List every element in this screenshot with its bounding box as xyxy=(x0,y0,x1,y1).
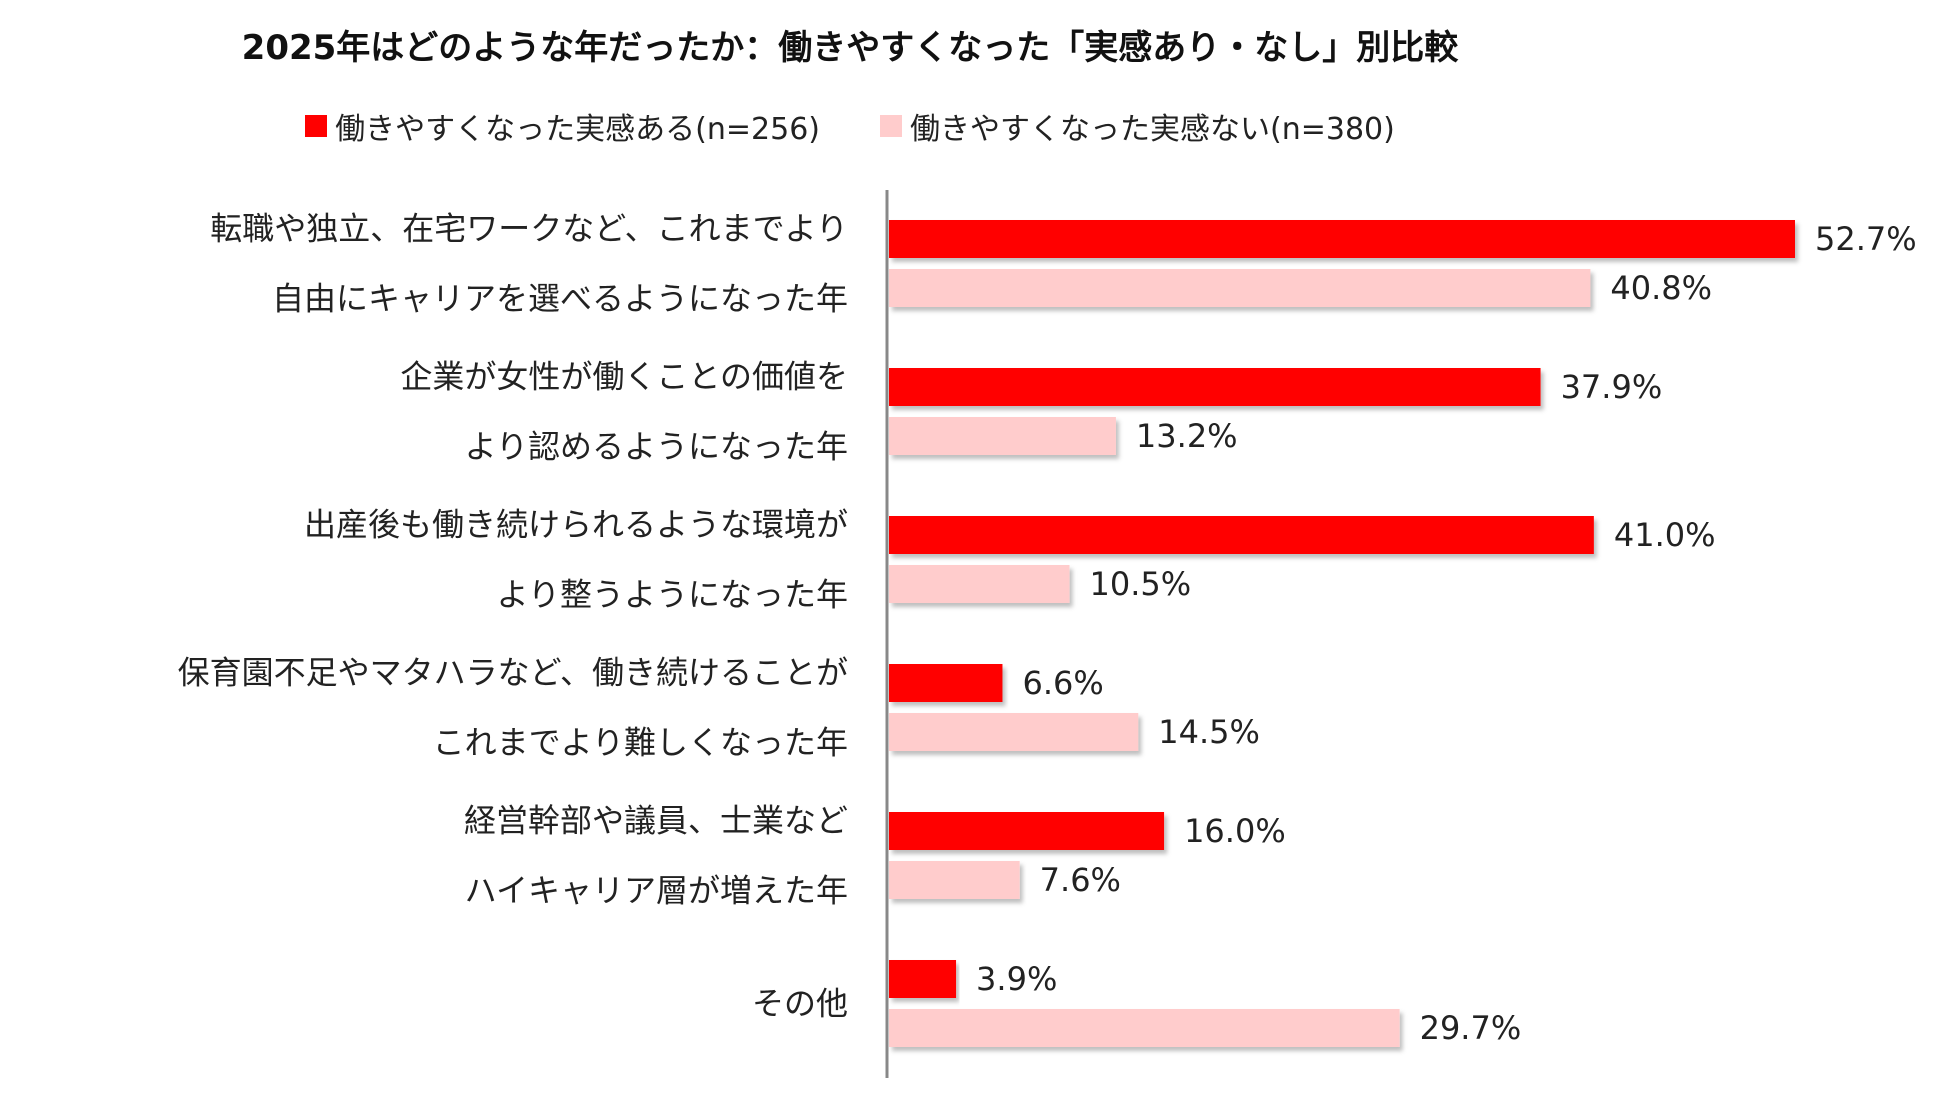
legend-item-series-2: 働きやすくなった実感ない(n=380) xyxy=(880,104,1395,148)
data-label-cat2-series1: 37.9% xyxy=(1561,368,1663,406)
bar-cat5-series2 xyxy=(889,861,1020,899)
legend: 働きやすくなった実感ある(n=256) 働きやすくなった実感ない(n=380) xyxy=(0,104,1700,148)
data-label-cat3-series2: 10.5% xyxy=(1090,565,1192,603)
category-label-2-line-1: 企業が女性が働くことの価値を xyxy=(400,358,848,396)
bar-cat1-series2 xyxy=(889,269,1591,307)
bar-cat5-series1 xyxy=(889,812,1165,850)
bar-cat4-series2 xyxy=(889,713,1139,751)
data-label-cat5-series2: 7.6% xyxy=(1040,861,1121,899)
legend-item-series-1: 働きやすくなった実感ある(n=256) xyxy=(305,104,820,148)
data-label-cat2-series2: 13.2% xyxy=(1136,417,1238,455)
data-label-cat5-series1: 16.0% xyxy=(1184,812,1286,850)
category-label-6-line-1: その他 xyxy=(752,985,848,1023)
data-label-cat4-series1: 6.6% xyxy=(1022,664,1103,702)
bar-cat1-series1 xyxy=(889,220,1795,258)
bar-cat3-series2 xyxy=(889,565,1070,603)
bar-cat3-series1 xyxy=(889,516,1594,554)
data-label-cat1-series2: 40.8% xyxy=(1610,269,1712,307)
data-label-cat6-series2: 29.7% xyxy=(1420,1009,1522,1047)
data-label-cat3-series1: 41.0% xyxy=(1614,516,1716,554)
category-label-2-line-2: より認めるようになった年 xyxy=(465,428,848,466)
category-label-1-line-2: 自由にキャリアを選べるようになった年 xyxy=(272,280,848,318)
bar-cat6-series1 xyxy=(889,960,957,998)
category-label-5-line-2: ハイキャリア層が増えた年 xyxy=(465,872,848,910)
category-label-5-line-1: 経営幹部や議員、士業など xyxy=(464,802,848,840)
bar-cat6-series2 xyxy=(889,1009,1400,1047)
category-label-3-line-2: より整うようになった年 xyxy=(497,576,848,614)
category-label-4-line-2: これまでより難しくなった年 xyxy=(433,724,848,762)
chart-title: 2025年はどのような年だったか：働きやすくなった「実感あり・なし」別比較 xyxy=(241,28,1459,68)
data-label-cat4-series2: 14.5% xyxy=(1158,713,1260,751)
bar-cat4-series1 xyxy=(889,664,1003,702)
legend-swatch-series-2 xyxy=(880,115,902,137)
bar-cat2-series2 xyxy=(889,417,1116,455)
legend-swatch-series-1 xyxy=(305,115,328,137)
legend-label-series-1: 働きやすくなった実感ある(n=256) xyxy=(335,112,820,147)
category-label-1-line-1: 転職や独立、在宅ワークなど、これまでより xyxy=(210,210,848,248)
category-label-3-line-1: 出産後も働き続けられるような環境が xyxy=(304,506,848,544)
category-label-4-line-1: 保育園不足やマタハラなど、働き続けることが xyxy=(178,654,848,692)
legend-label-series-2: 働きやすくなった実感ない(n=380) xyxy=(910,112,1395,147)
bar-cat2-series1 xyxy=(889,368,1541,406)
data-label-cat6-series1: 3.9% xyxy=(976,960,1057,998)
data-label-cat1-series1: 52.7% xyxy=(1815,220,1917,258)
